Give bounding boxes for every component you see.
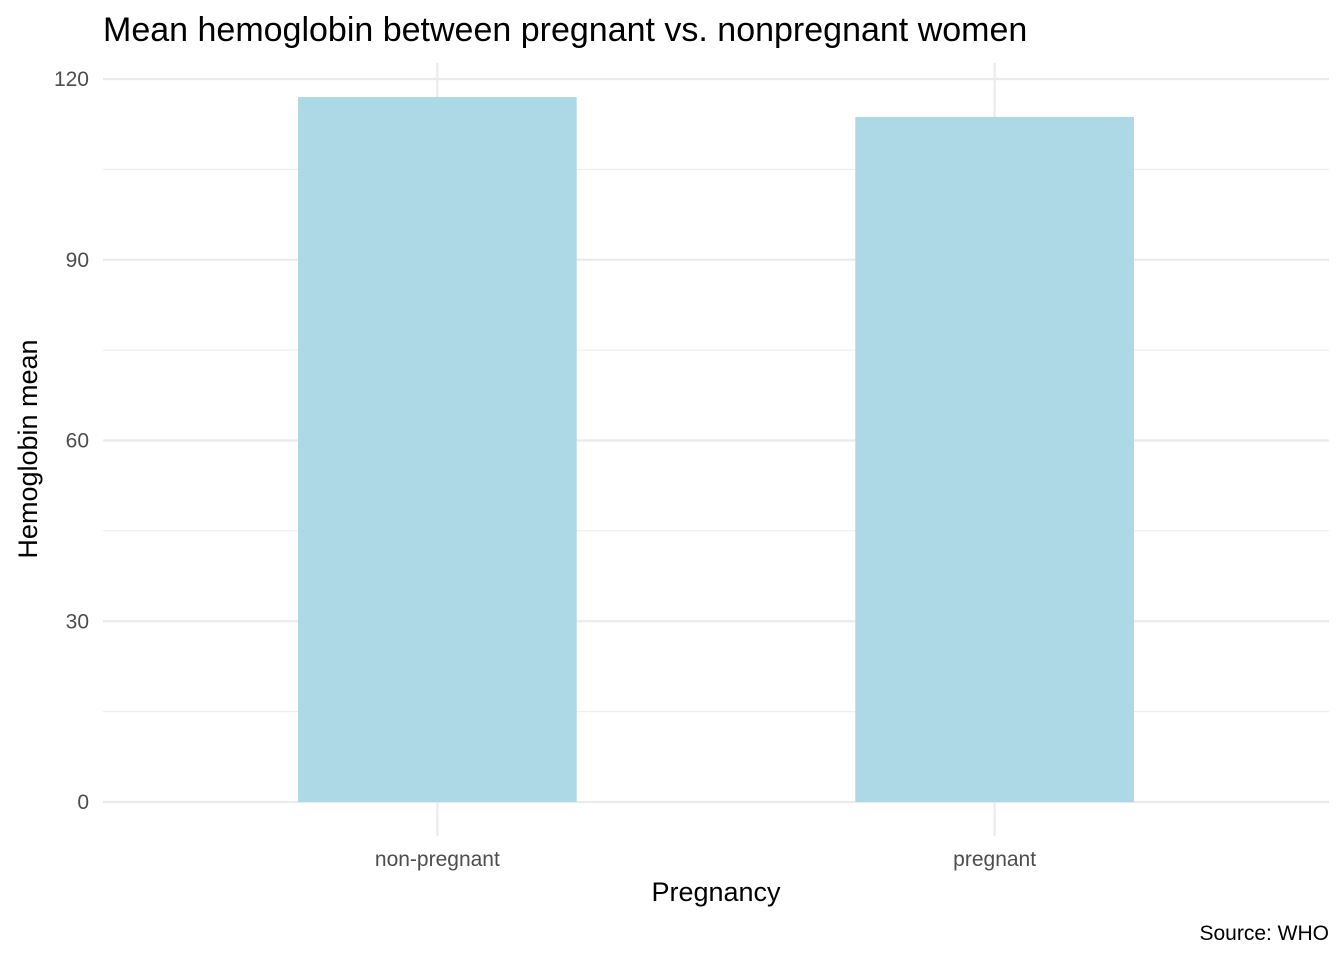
y-tick-labels: 0 30 60 90 120 [54, 68, 89, 814]
x-axis-title: Pregnancy [651, 877, 781, 907]
chart-title: Mean hemoglobin between pregnant vs. non… [103, 11, 1027, 49]
x-tick-label: pregnant [953, 848, 1036, 871]
bars [298, 97, 1134, 802]
y-tick-label: 120 [54, 68, 89, 91]
bar-non-pregnant [298, 97, 577, 802]
bar-pregnant [855, 116, 1134, 802]
y-tick-label: 90 [66, 249, 89, 272]
grid-lines [103, 63, 1329, 836]
x-tick-labels: non-pregnant pregnant [375, 848, 1036, 871]
x-tick-label: non-pregnant [375, 848, 500, 871]
y-axis-title: Hemoglobin mean [13, 339, 43, 558]
y-tick-label: 30 [66, 610, 89, 633]
y-tick-label: 0 [77, 791, 89, 814]
y-tick-label: 60 [66, 430, 89, 453]
caption: Source: WHO [1199, 922, 1329, 945]
